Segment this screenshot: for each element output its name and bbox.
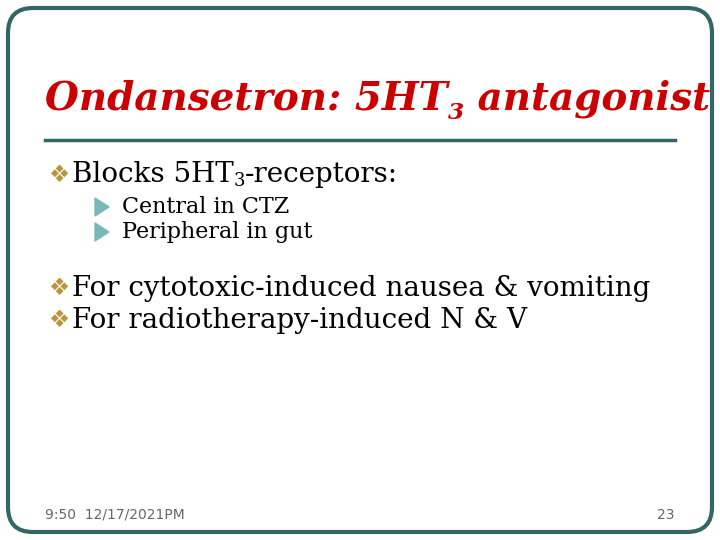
- FancyBboxPatch shape: [8, 8, 712, 532]
- Text: Blocks 5HT: Blocks 5HT: [72, 161, 234, 188]
- Polygon shape: [95, 198, 109, 216]
- Text: ❖: ❖: [48, 276, 69, 300]
- Text: 3: 3: [234, 172, 246, 190]
- Text: Ondansetron: 5HT: Ondansetron: 5HT: [45, 80, 448, 118]
- Text: For radiotherapy-induced N & V: For radiotherapy-induced N & V: [72, 307, 527, 334]
- Text: antagonist: antagonist: [464, 80, 710, 118]
- Text: -receptors:: -receptors:: [246, 161, 398, 188]
- Text: For cytotoxic-induced nausea & vomiting: For cytotoxic-induced nausea & vomiting: [72, 274, 650, 301]
- Text: Peripheral in gut: Peripheral in gut: [122, 221, 312, 243]
- Text: ❖: ❖: [48, 163, 69, 187]
- Polygon shape: [95, 223, 109, 241]
- Text: ❖: ❖: [48, 308, 69, 332]
- Text: 3: 3: [448, 102, 464, 124]
- Text: 23: 23: [657, 508, 675, 522]
- Text: 9:50  12/17/2021PM: 9:50 12/17/2021PM: [45, 508, 185, 522]
- Text: Central in CTZ: Central in CTZ: [122, 196, 289, 218]
